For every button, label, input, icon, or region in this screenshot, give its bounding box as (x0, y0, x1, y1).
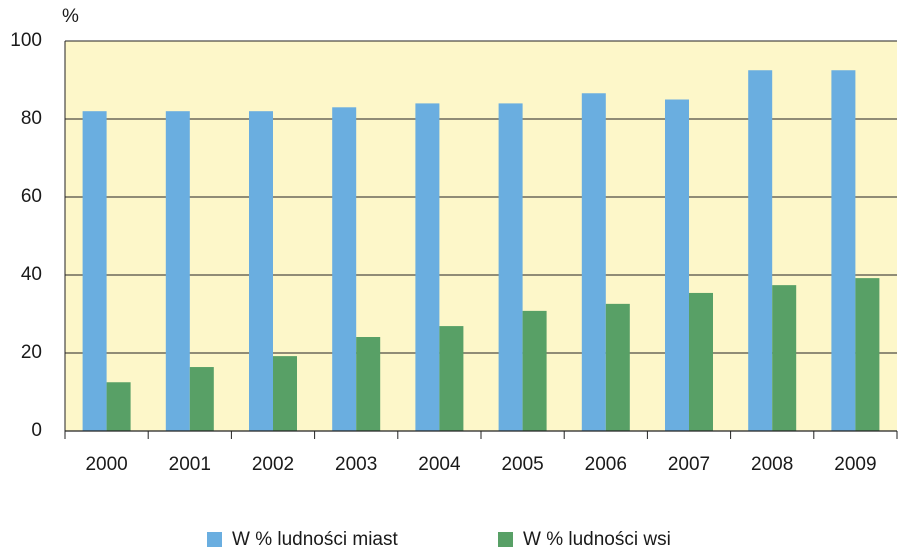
bar (106, 382, 131, 431)
legend-label: W % ludności wsi (523, 529, 671, 549)
y-axis-label: % (62, 6, 79, 27)
bar (522, 310, 547, 431)
y-tick-label: 100 (10, 30, 42, 51)
y-tick-label: 0 (31, 420, 42, 441)
x-tick-label: 2007 (668, 454, 710, 475)
bar (356, 337, 381, 431)
y-tick-label: 40 (21, 264, 42, 285)
bar (273, 356, 297, 431)
bar (332, 107, 357, 432)
legend-swatch (207, 532, 222, 547)
y-tick-label: 60 (21, 186, 42, 207)
x-tick-label: 2009 (834, 454, 876, 475)
x-tick-label: 2005 (501, 454, 543, 475)
bar (831, 70, 856, 431)
bar (498, 103, 523, 432)
x-tick-label: 2003 (335, 454, 377, 475)
bar (249, 111, 273, 431)
bar (415, 103, 440, 432)
bar (165, 111, 190, 431)
bar (772, 285, 797, 431)
y-tick-label: 80 (21, 108, 42, 129)
legend-label: W % ludności miast (232, 529, 398, 549)
x-tick-label: 2002 (252, 454, 294, 475)
bar (689, 292, 713, 431)
bar (855, 278, 880, 431)
bar (665, 99, 689, 431)
bar (82, 111, 107, 431)
bar (189, 367, 214, 431)
bar (748, 70, 773, 431)
bar (605, 303, 630, 431)
bar (581, 93, 606, 431)
y-tick-label: 20 (21, 342, 42, 363)
x-tick-label: 2004 (418, 454, 461, 475)
x-tick-label: 2008 (751, 454, 793, 475)
bar (439, 326, 464, 431)
x-tick-label: 2006 (585, 454, 627, 475)
x-tick-label: 2001 (169, 454, 211, 475)
x-tick-label: 2000 (85, 454, 127, 475)
legend-swatch (498, 532, 513, 547)
